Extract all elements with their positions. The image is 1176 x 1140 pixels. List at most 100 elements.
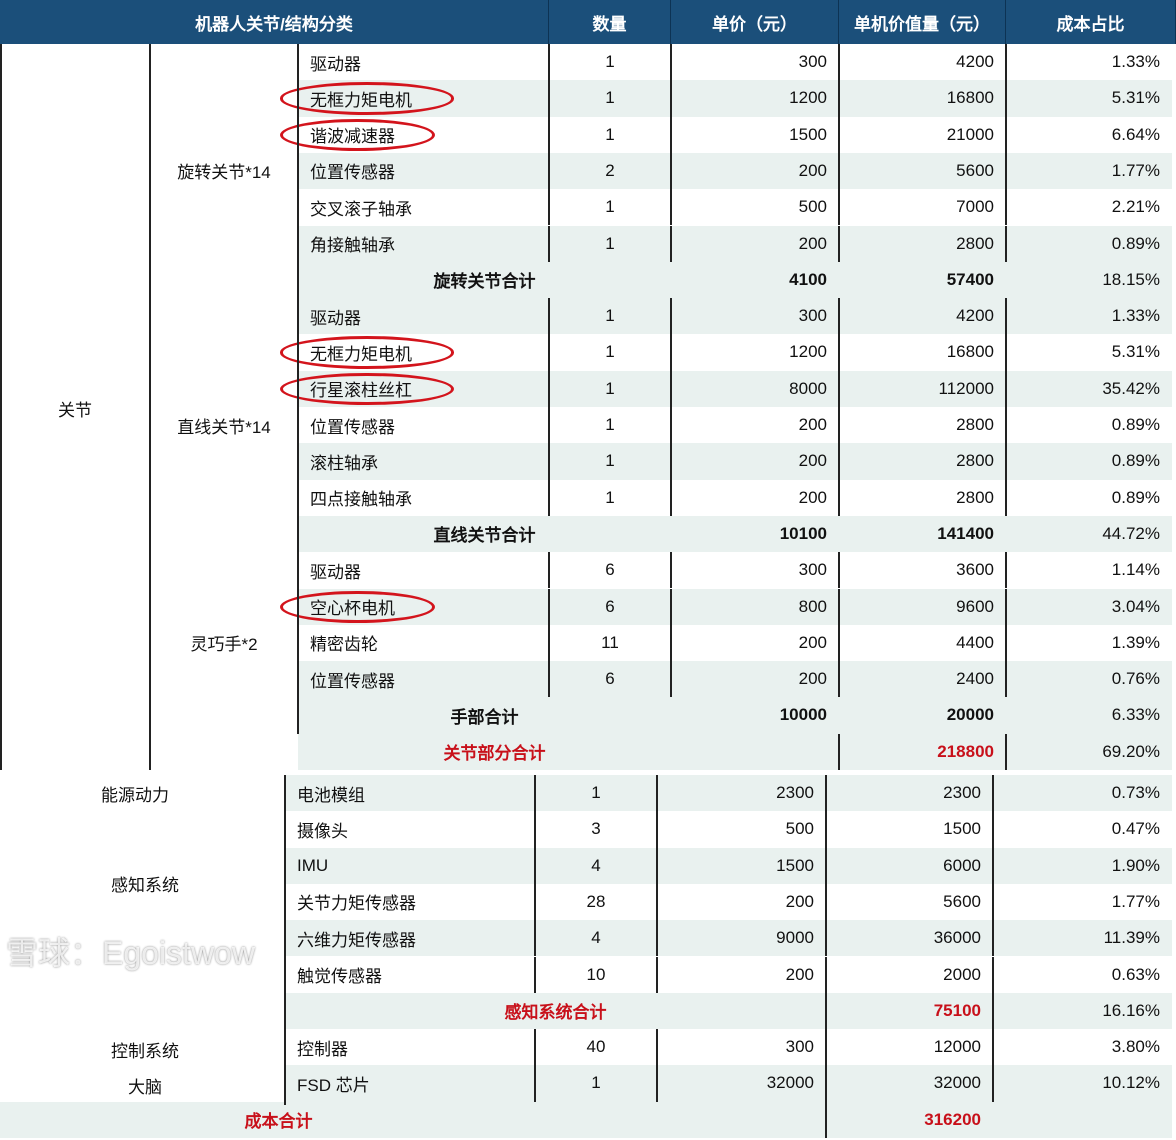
column-divider [670, 116, 672, 153]
item-price: 200 [798, 160, 827, 180]
item-qty: 4 [591, 855, 601, 875]
column-divider [825, 811, 827, 848]
highlight-circle [280, 82, 454, 115]
column-divider [1005, 44, 1007, 81]
column-divider [548, 370, 550, 407]
item-qty: 1 [605, 197, 615, 217]
column-divider [838, 407, 840, 444]
column-divider [656, 1029, 658, 1066]
item-name: 驱动器 [310, 562, 361, 582]
column-divider [548, 298, 550, 335]
row-shade [298, 152, 1172, 190]
item-pct: 1.77% [1111, 160, 1160, 180]
column-divider [1005, 116, 1007, 153]
column-divider [992, 920, 994, 957]
item-name: 六维力矩传感器 [297, 930, 416, 950]
column-divider [548, 661, 550, 698]
item-qty: 10 [586, 964, 606, 984]
column-divider [992, 883, 994, 921]
total-value: 75100 [933, 1000, 981, 1020]
item-name: FSD 芯片 [297, 1075, 370, 1095]
item-price: 200 [798, 669, 827, 689]
item-qty: 28 [586, 891, 606, 911]
column-divider [825, 1101, 827, 1138]
column-divider [838, 80, 840, 117]
row-shade [285, 1065, 1172, 1102]
item-qty: 6 [605, 669, 615, 689]
item-price: 1500 [776, 855, 814, 875]
column-divider [548, 443, 550, 480]
item-price: 800 [798, 596, 827, 616]
item-pct: 10.12% [1102, 1073, 1160, 1093]
subtotal-pct: 6.33% [1111, 705, 1160, 725]
item-price: 300 [798, 306, 827, 326]
subtotal-label: 手部合计 [450, 707, 519, 727]
item-pct: 3.80% [1111, 1037, 1160, 1057]
column-divider [548, 225, 550, 262]
item-pct: 1.90% [1111, 855, 1160, 875]
item-value: 2000 [943, 964, 981, 984]
total-value: 218800 [937, 741, 994, 761]
group-perception: 感知系统 [111, 875, 179, 895]
column-divider [670, 624, 672, 662]
column-divider [1005, 80, 1007, 117]
column-divider [1005, 407, 1007, 444]
column-divider [838, 443, 840, 480]
item-pct: 0.76% [1111, 669, 1160, 689]
row-shade [298, 697, 1172, 734]
item-price: 200 [798, 632, 827, 652]
header-qty: 数量 [549, 0, 671, 44]
column-divider [656, 956, 658, 993]
item-value: 5600 [956, 160, 994, 180]
item-name: 位置传感器 [310, 163, 395, 183]
column-divider [992, 811, 994, 848]
subgroup-rotary: 旋转关节*14 [177, 162, 271, 182]
column-divider [1005, 479, 1007, 516]
column-divider [548, 624, 550, 662]
column-divider [825, 847, 827, 884]
column-divider [670, 407, 672, 444]
subgroup-hand: 灵巧手*2 [190, 634, 258, 654]
subtotal-label: 直线关节合计 [433, 526, 536, 546]
column-divider [992, 775, 994, 812]
subtotal-value: 20000 [946, 705, 994, 725]
item-pct: 1.77% [1111, 891, 1160, 911]
column-divider [534, 920, 536, 957]
column-divider [1005, 370, 1007, 407]
column-divider [670, 298, 672, 335]
row-shade [298, 733, 1172, 770]
item-pct: 11.39% [1103, 928, 1160, 948]
item-pct: 35.42% [1102, 378, 1160, 398]
row-shade [298, 261, 1172, 299]
column-divider [534, 883, 536, 921]
column-divider [992, 1029, 994, 1066]
item-qty: 6 [605, 596, 615, 616]
group-joint: 关节 [58, 400, 92, 420]
column-divider [548, 44, 550, 81]
item-value: 2800 [956, 487, 994, 507]
column-divider [534, 1065, 536, 1102]
column-divider [534, 956, 536, 993]
item-name: 交叉滚子轴承 [310, 199, 412, 219]
item-price: 300 [798, 560, 827, 580]
column-divider [838, 152, 840, 190]
item-price: 200 [798, 451, 827, 471]
column-divider [838, 552, 840, 589]
grand-total-value: 316200 [924, 1109, 981, 1129]
item-name: 电池模组 [297, 785, 365, 805]
header-pct: 成本占比 [1006, 0, 1176, 44]
item-name: 摄像头 [297, 821, 348, 841]
item-pct: 1.33% [1111, 306, 1160, 326]
item-qty: 1 [605, 306, 615, 326]
column-divider [670, 443, 672, 480]
item-value: 32000 [933, 1073, 981, 1093]
item-qty: 1 [591, 1073, 601, 1093]
header-value: 单机价值量（元） [839, 0, 1006, 44]
row-shade [298, 515, 1172, 553]
item-price: 200 [785, 964, 814, 984]
column-divider [1005, 225, 1007, 262]
subtotal-value: 57400 [946, 269, 994, 289]
item-name: 角接触轴承 [310, 236, 395, 255]
row-shade [298, 443, 1172, 480]
subtotal-value: 141400 [937, 523, 994, 543]
